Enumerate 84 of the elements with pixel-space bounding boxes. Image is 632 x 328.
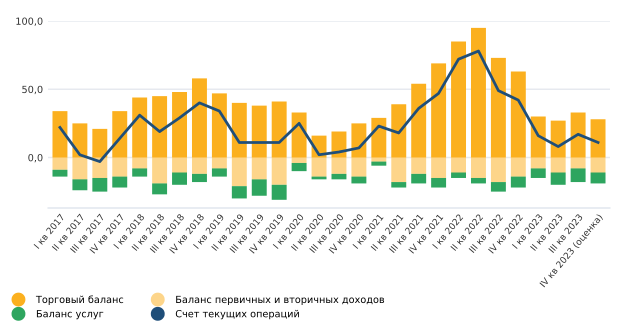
y-tick-label: 0,0 xyxy=(28,154,42,162)
bar xyxy=(431,157,446,178)
bar xyxy=(92,128,108,158)
bar xyxy=(351,157,366,177)
bar xyxy=(252,157,267,180)
bar xyxy=(431,63,446,158)
bar xyxy=(570,112,586,158)
bar xyxy=(292,162,307,172)
bar xyxy=(52,170,68,177)
bar xyxy=(331,174,346,180)
bar xyxy=(192,157,207,174)
bar xyxy=(351,176,366,184)
bar xyxy=(292,157,307,163)
bar xyxy=(232,157,247,186)
bar xyxy=(52,157,68,170)
bar xyxy=(112,176,128,188)
bar xyxy=(52,111,68,158)
bar xyxy=(490,58,506,158)
bar xyxy=(272,157,287,185)
bar xyxy=(411,174,426,184)
bar xyxy=(490,182,506,192)
y-tick-label: 100,0 xyxy=(16,17,42,26)
bar xyxy=(331,157,346,174)
bar xyxy=(451,172,466,178)
bar xyxy=(312,176,327,180)
bar xyxy=(371,162,386,166)
legend-label: Торговый баланс xyxy=(36,295,124,305)
bar xyxy=(570,168,586,182)
bar xyxy=(132,97,148,158)
bar xyxy=(132,168,148,177)
bar xyxy=(212,168,227,177)
bar xyxy=(112,157,128,177)
legend-label: Баланс услуг xyxy=(36,310,104,320)
bar xyxy=(530,157,546,168)
bar xyxy=(470,157,486,178)
bar xyxy=(550,172,566,185)
bar xyxy=(371,118,386,158)
bar xyxy=(272,102,287,158)
bar xyxy=(391,182,406,188)
bar xyxy=(411,84,426,158)
bar xyxy=(212,93,227,158)
bar xyxy=(590,172,606,184)
legend-label: Баланс первичных и вторичных доходов xyxy=(176,296,384,305)
bar xyxy=(252,179,267,196)
bar xyxy=(192,174,207,182)
bar xyxy=(391,157,406,182)
bar xyxy=(470,178,486,184)
bar xyxy=(490,157,506,182)
bar xyxy=(272,184,287,200)
bar xyxy=(212,157,227,168)
bar xyxy=(172,172,188,185)
bar xyxy=(252,106,267,158)
y-tick-label: 50,0 xyxy=(22,86,42,94)
bar xyxy=(391,104,406,158)
bar xyxy=(470,28,486,158)
legend-label: Счет текущих операций xyxy=(176,310,299,320)
bar xyxy=(570,157,586,168)
bar xyxy=(192,78,207,158)
bar xyxy=(312,157,327,177)
bar xyxy=(510,157,526,177)
bar xyxy=(510,176,526,188)
bar xyxy=(510,72,526,158)
bar xyxy=(431,178,446,188)
bar xyxy=(371,157,386,162)
bar xyxy=(152,96,168,158)
bar xyxy=(232,102,247,158)
bar xyxy=(550,120,566,158)
bar xyxy=(92,178,108,192)
bar xyxy=(590,157,606,173)
bar xyxy=(530,168,546,178)
bar xyxy=(72,179,88,190)
bar xyxy=(172,157,188,173)
bar xyxy=(172,92,188,158)
bar xyxy=(411,157,426,174)
bar xyxy=(590,119,606,158)
bar xyxy=(132,157,148,168)
bar xyxy=(152,183,168,194)
bar xyxy=(451,157,466,173)
bar xyxy=(451,41,466,158)
bar xyxy=(152,157,168,184)
bar xyxy=(550,157,566,173)
bar xyxy=(232,186,247,198)
bar xyxy=(72,157,88,180)
line-series xyxy=(58,50,600,163)
